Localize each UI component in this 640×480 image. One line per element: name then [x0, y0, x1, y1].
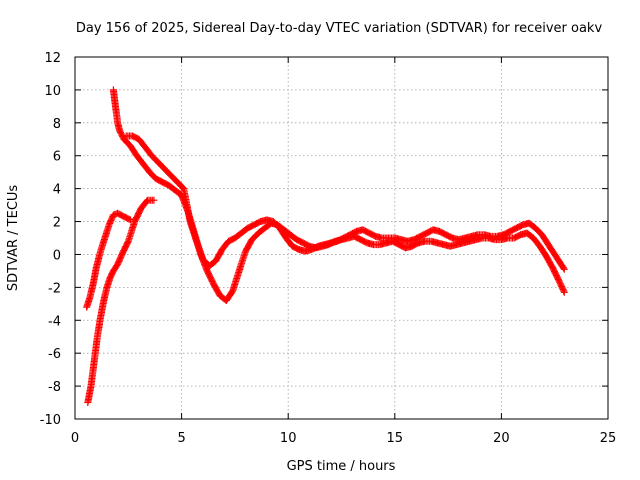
x-tick-labels: 0 5 10 15 20 25	[71, 431, 616, 446]
y-tick-label: 12	[44, 51, 61, 66]
data-point	[560, 287, 568, 295]
y-tick-label: -2	[48, 281, 61, 296]
y-tick-label: -10	[40, 413, 61, 428]
y-tick-label: 6	[53, 150, 61, 165]
y-tick-labels: -10 -8 -6 -4 -2 0 2 4 6 8 10 12	[40, 51, 61, 428]
axis-ticks	[74, 56, 609, 420]
series-2	[83, 209, 134, 311]
y-tick-label: -8	[48, 380, 61, 395]
y-tick-label: -6	[48, 347, 61, 362]
series-1	[84, 196, 158, 406]
y-tick-label: -4	[48, 314, 61, 329]
series-3	[109, 86, 568, 304]
data-point	[125, 215, 133, 223]
y-tick-label: 8	[53, 117, 61, 132]
x-axis-label: GPS time / hours	[287, 459, 396, 474]
data-point	[126, 216, 134, 224]
plot-frame	[74, 56, 609, 420]
x-tick-label: 0	[71, 431, 79, 446]
x-tick-label: 15	[387, 431, 404, 446]
y-tick-label: 4	[53, 183, 61, 198]
data-points	[83, 86, 568, 406]
data-point	[560, 264, 567, 272]
data-point	[560, 288, 568, 296]
y-tick-label: 0	[53, 248, 61, 263]
x-tick-label: 10	[280, 431, 297, 446]
data-point	[150, 196, 158, 204]
x-tick-label: 25	[600, 431, 617, 446]
chart-title: Day 156 of 2025, Sidereal Day-to-day VTE…	[76, 21, 603, 36]
data-point	[560, 265, 568, 273]
y-axis-label: SDTVAR / TECUs	[6, 185, 21, 292]
x-tick-label: 5	[177, 431, 185, 446]
series-4	[122, 132, 568, 273]
y-tick-label: 2	[53, 216, 61, 231]
y-tick-label: 10	[44, 84, 61, 99]
x-tick-label: 20	[493, 431, 510, 446]
